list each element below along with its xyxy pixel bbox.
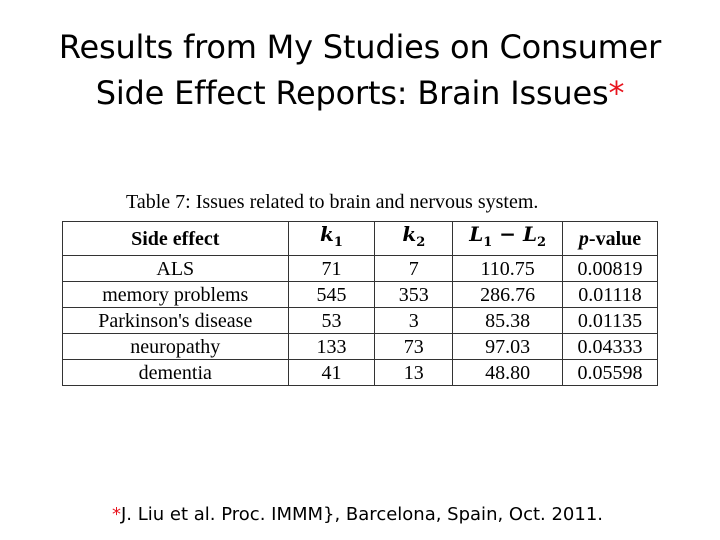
cell-k1: 53 xyxy=(287,307,376,334)
header-k1: k1 xyxy=(287,221,376,256)
header-l1-base: L xyxy=(469,222,484,246)
header-l-diff: L1 − L2 xyxy=(452,221,564,256)
table-row: memory problems 545 353 286.76 0.01118 xyxy=(62,281,658,308)
results-table: Side effect k1 k2 L1 − L2 p-value ALS 71… xyxy=(62,221,658,386)
header-l-minus: − xyxy=(492,222,523,246)
cell-side-effect: ALS xyxy=(62,255,289,282)
footnote-asterisk: * xyxy=(112,504,121,525)
cell-l-diff: 48.80 xyxy=(452,359,564,386)
slide-title: Results from My Studies on Consumer Side… xyxy=(20,24,700,116)
header-l2-base: L xyxy=(522,222,538,246)
footnote-text: J. Liu et al. Proc. IMMM}, Barcelona, Sp… xyxy=(121,504,604,525)
cell-l-diff: 286.76 xyxy=(452,281,564,308)
table-row: dementia 41 13 48.80 0.05598 xyxy=(62,359,658,386)
cell-p-value: 0.05598 xyxy=(562,359,658,386)
table-header-row: Side effect k1 k2 L1 − L2 p-value xyxy=(62,221,658,256)
title-asterisk: * xyxy=(608,74,625,112)
header-k1-base: k xyxy=(320,222,334,246)
cell-side-effect: dementia xyxy=(62,359,289,386)
cell-k2: 7 xyxy=(374,255,454,282)
header-k2: k2 xyxy=(374,221,454,256)
table-row: Parkinson's disease 53 3 85.38 0.01135 xyxy=(62,307,658,334)
cell-k1: 133 xyxy=(287,333,376,360)
cell-p-value: 0.01118 xyxy=(562,281,658,308)
cell-p-value: 0.04333 xyxy=(562,333,658,360)
header-p-rest: -value xyxy=(588,227,642,250)
slide-title-line-1: Results from My Studies on Consumer xyxy=(58,28,662,66)
slide-title-line-2-text: Side Effect Reports: Brain Issues xyxy=(95,74,609,112)
results-table-block: Table 7: Issues related to brain and ner… xyxy=(62,188,660,386)
header-side-effect: Side effect xyxy=(62,221,289,256)
header-l1-sub: 1 xyxy=(483,235,493,250)
header-k1-sub: 1 xyxy=(333,235,343,250)
cell-k1: 71 xyxy=(287,255,376,282)
table-caption: Table 7: Issues related to brain and ner… xyxy=(126,191,539,213)
header-l2-sub: 2 xyxy=(537,235,547,250)
cell-side-effect: Parkinson's disease xyxy=(62,307,289,334)
header-p-value: p-value xyxy=(562,221,658,256)
header-k2-base: k xyxy=(402,222,417,246)
slide-title-line-2: Side Effect Reports: Brain Issues* xyxy=(20,70,700,116)
cell-k2: 13 xyxy=(374,359,454,386)
cell-side-effect: memory problems xyxy=(62,281,289,308)
cell-k2: 353 xyxy=(374,281,454,308)
table-row: ALS 71 7 110.75 0.00819 xyxy=(62,255,658,282)
header-k2-sub: 2 xyxy=(416,235,426,250)
header-p-italic: p xyxy=(578,227,589,250)
cell-side-effect: neuropathy xyxy=(62,333,289,360)
cell-p-value: 0.00819 xyxy=(562,255,658,282)
table-row: neuropathy 133 73 97.03 0.04333 xyxy=(62,333,658,360)
cell-p-value: 0.01135 xyxy=(562,307,658,334)
cell-k1: 41 xyxy=(287,359,376,386)
footnote-citation: *J. Liu et al. Proc. IMMM}, Barcelona, S… xyxy=(112,502,603,528)
cell-k2: 3 xyxy=(374,307,454,334)
cell-l-diff: 110.75 xyxy=(452,255,564,282)
cell-k2: 73 xyxy=(374,333,454,360)
cell-l-diff: 85.38 xyxy=(452,307,564,334)
cell-k1: 545 xyxy=(287,281,376,308)
cell-l-diff: 97.03 xyxy=(452,333,564,360)
